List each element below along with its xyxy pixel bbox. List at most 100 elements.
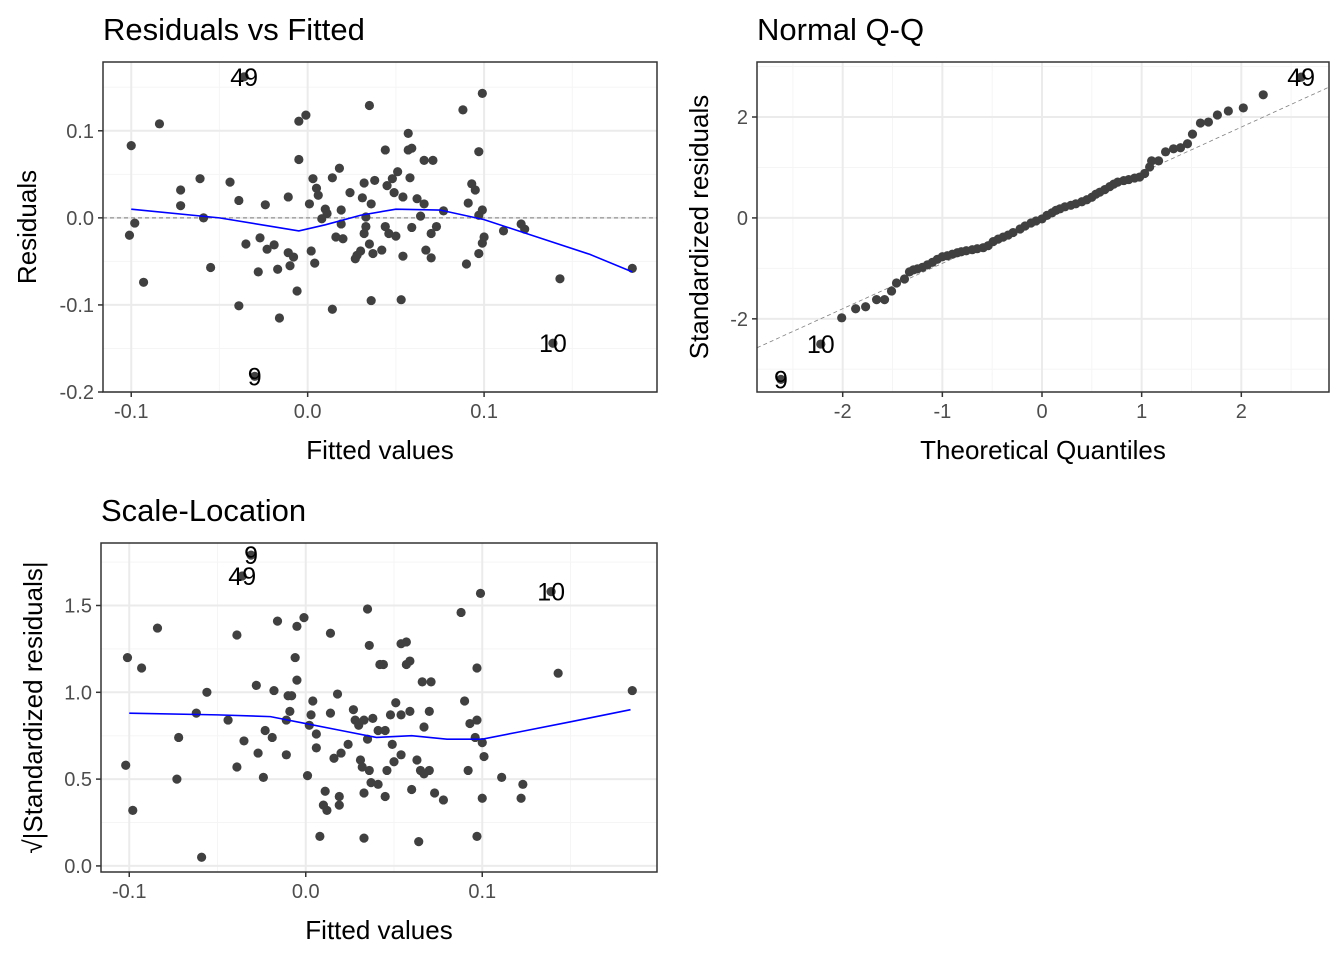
data-point xyxy=(463,198,473,208)
data-point xyxy=(412,755,422,765)
data-point xyxy=(899,274,910,284)
data-point xyxy=(197,852,207,862)
data-point xyxy=(1187,129,1198,139)
data-point xyxy=(382,181,392,191)
data-point xyxy=(851,304,861,314)
data-point xyxy=(378,659,389,670)
data-point xyxy=(357,193,367,203)
data-point xyxy=(325,628,336,638)
data-point xyxy=(253,748,263,758)
data-point xyxy=(1175,143,1186,153)
data-point xyxy=(311,743,321,753)
y-tick-label: 1.5 xyxy=(64,596,92,618)
data-point xyxy=(474,248,484,259)
x-tick-label: 1 xyxy=(1136,401,1147,423)
data-point xyxy=(246,550,256,560)
data-point xyxy=(304,199,315,209)
data-point xyxy=(405,656,415,666)
data-point xyxy=(497,772,507,782)
data-point xyxy=(306,246,316,256)
data-point xyxy=(345,188,355,198)
data-point xyxy=(430,788,440,798)
data-point xyxy=(405,706,415,717)
y-axis-label: Residuals xyxy=(12,170,42,284)
data-point xyxy=(472,663,482,673)
data-point xyxy=(516,793,526,803)
data-point xyxy=(627,685,637,696)
data-point xyxy=(396,710,406,720)
data-point xyxy=(250,371,260,381)
data-point xyxy=(357,762,367,772)
data-point xyxy=(294,116,304,126)
data-point xyxy=(128,805,138,815)
data-point xyxy=(331,232,341,242)
data-point xyxy=(498,226,509,236)
data-point xyxy=(426,228,436,239)
data-point xyxy=(555,274,565,284)
data-point xyxy=(325,708,336,718)
data-point xyxy=(1160,147,1171,157)
data-point xyxy=(1203,117,1214,127)
data-point xyxy=(393,167,403,177)
panel-2: 49 10 9 -2 -1 0 1 2 2 0 -2 Normal Q-Q Theoretical Qu… xyxy=(684,12,1330,465)
data-point xyxy=(320,786,330,796)
panel-3: 949 10 -0.1 0.0 0.1 0.0 0.5 1.0 1.5 Scale-Locatio… xyxy=(18,493,658,945)
data-point xyxy=(479,751,489,762)
data-point xyxy=(361,221,371,232)
data-point xyxy=(152,623,163,633)
data-point xyxy=(310,258,320,268)
data-point xyxy=(285,706,295,717)
data-point xyxy=(1168,144,1179,154)
data-point xyxy=(414,837,424,847)
data-point xyxy=(301,110,311,120)
panel-border xyxy=(756,61,1330,393)
data-point xyxy=(267,732,277,743)
x-tick-label: -0.1 xyxy=(114,401,148,423)
data-point xyxy=(294,154,304,165)
data-point xyxy=(311,183,322,193)
data-point xyxy=(419,155,429,165)
data-point xyxy=(368,248,378,259)
data-point xyxy=(195,174,205,184)
data-point xyxy=(315,831,325,842)
y-tick-label: 0 xyxy=(737,208,748,230)
smooth-line xyxy=(131,208,633,273)
panel-title: Residuals vs Fitted xyxy=(103,12,365,47)
data-point xyxy=(474,147,484,157)
data-point xyxy=(334,163,345,173)
data-point xyxy=(373,725,383,736)
data-point xyxy=(518,779,528,789)
data-point xyxy=(370,175,380,186)
point-label: 10 xyxy=(807,331,835,359)
data-point xyxy=(456,607,466,618)
data-point xyxy=(816,339,826,349)
data-point xyxy=(470,185,480,195)
data-point xyxy=(288,252,299,262)
y-tick-label: -2 xyxy=(730,309,748,331)
y-axis-label: √|Standardized residuals| xyxy=(18,561,48,853)
y-tick-label: 0.0 xyxy=(64,856,92,878)
data-point xyxy=(283,192,293,202)
data-point xyxy=(368,713,378,723)
panel-title: Normal Q-Q xyxy=(757,12,924,47)
data-point xyxy=(308,696,318,706)
data-point xyxy=(458,105,468,115)
data-point xyxy=(477,88,487,98)
data-point xyxy=(366,295,376,306)
data-point xyxy=(269,240,279,250)
data-point xyxy=(475,588,486,598)
data-point xyxy=(237,571,247,581)
data-point xyxy=(387,174,397,184)
panel-title: Scale-Location xyxy=(101,493,306,528)
data-point xyxy=(234,301,244,311)
data-point xyxy=(290,652,300,663)
data-point xyxy=(776,374,786,384)
data-point xyxy=(311,729,321,739)
data-point xyxy=(327,304,337,314)
data-point xyxy=(396,295,406,305)
data-point xyxy=(384,228,394,239)
data-point xyxy=(477,238,487,248)
y-tick-label: 1.0 xyxy=(64,682,92,704)
x-tick-label: 0 xyxy=(1036,401,1047,423)
data-point xyxy=(287,691,297,701)
